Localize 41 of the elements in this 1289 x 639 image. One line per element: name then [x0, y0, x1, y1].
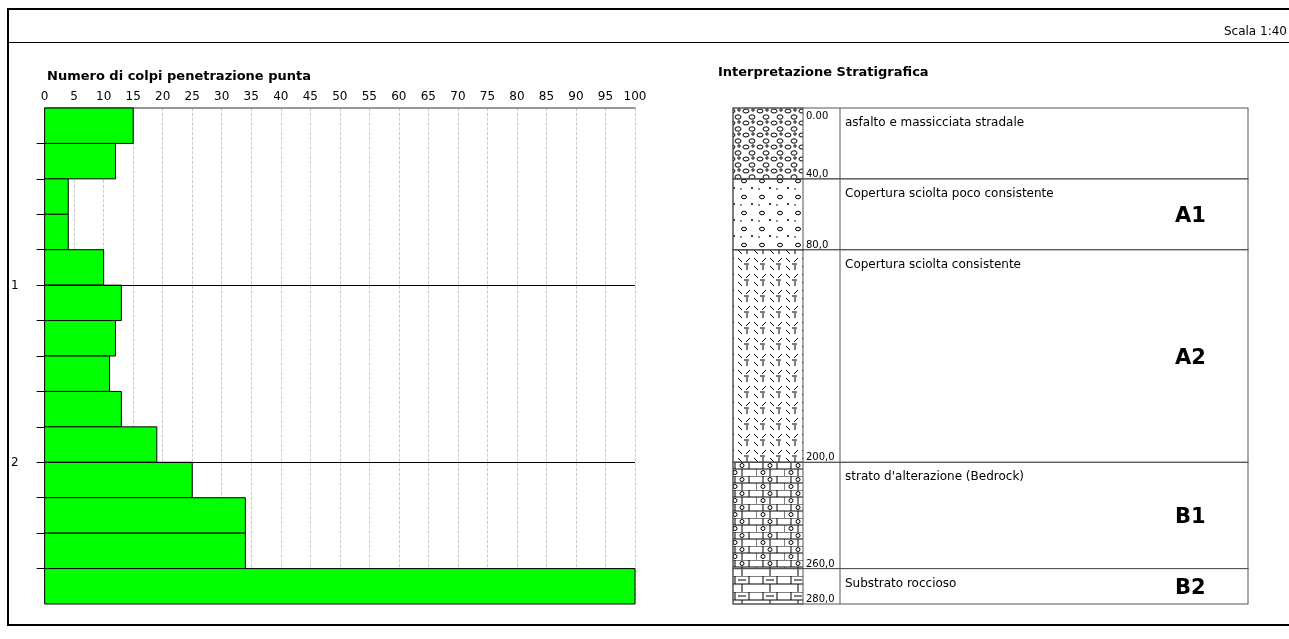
chart-title: Numero di colpi penetrazione punta	[47, 68, 311, 83]
x-tick-label: 100	[623, 89, 647, 103]
category-label: asfalto e massicciata stradale	[845, 115, 1025, 129]
text: 200,0	[806, 451, 835, 463]
category-label: Copertura sciolta consistente	[845, 256, 1021, 271]
x-tick-label: 75	[479, 89, 496, 103]
x-tick-label: 10	[96, 89, 112, 103]
x-tick-label: 5	[70, 89, 78, 103]
category-label: A2	[1175, 345, 1206, 369]
x-tick-label: 60	[391, 89, 407, 103]
x-tick-label: 20	[155, 89, 171, 103]
x-tick-label: 90	[568, 89, 584, 103]
x-tick-label: 25	[184, 89, 200, 103]
x-tick-label: 85	[538, 89, 555, 103]
y-tick-label: 1	[10, 278, 19, 293]
x-tick-label: 15	[125, 89, 141, 103]
category-label: B1	[1175, 504, 1206, 529]
x-tick-label: 35	[243, 89, 259, 103]
x-tick-label: 0	[40, 89, 49, 103]
x-tick-label: 55	[361, 89, 377, 103]
x-tick-label: 40	[273, 89, 289, 103]
category-label: Substrato roccioso	[845, 575, 957, 590]
x-tick-label: 45	[302, 89, 318, 103]
text: Scala 1:40	[1223, 24, 1287, 38]
x-tick-label: 95	[597, 89, 614, 103]
x-tick-label: 30	[214, 89, 230, 103]
x-tick-label: 65	[420, 89, 437, 103]
x-tick-label: 70	[450, 89, 466, 103]
x-tick-label: 50	[332, 89, 348, 103]
category-label: B2	[1175, 575, 1206, 600]
category-label: Copertura sciolta poco consistente	[845, 185, 1054, 200]
text: 260,0	[806, 557, 835, 569]
text: 0.00	[806, 110, 829, 121]
category-label: A1	[1175, 203, 1206, 228]
y-tick-label: 2	[10, 455, 19, 470]
text: 280,0	[806, 593, 835, 604]
x-tick-label: 80	[509, 89, 525, 103]
text: 80,0	[806, 238, 829, 250]
text: 40,0	[806, 167, 829, 179]
category-label: strato d'alterazione (Bedrock)	[845, 469, 1025, 484]
text: Interpretazione Stratigrafica	[718, 64, 929, 79]
